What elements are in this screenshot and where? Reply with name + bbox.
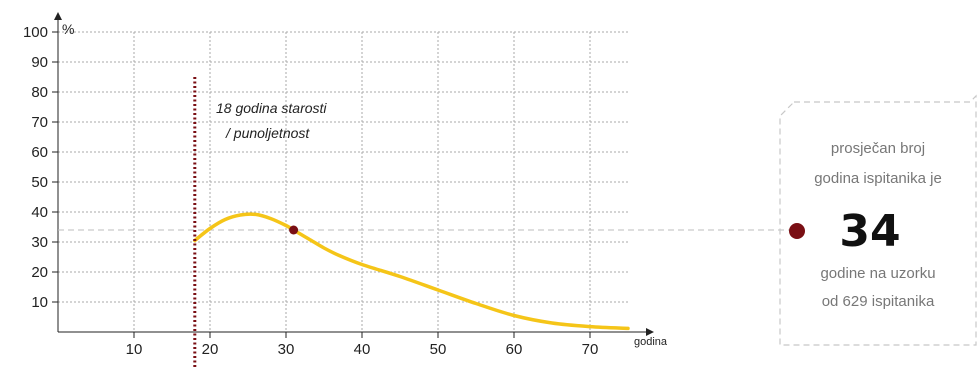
summary-value: 34 <box>839 206 900 257</box>
series-line <box>193 212 630 331</box>
y-axis-arrow <box>54 12 62 20</box>
reference-label-line1: 18 godina starosti <box>216 100 327 116</box>
y-tick-label: 40 <box>31 204 48 221</box>
x-tick-label: 60 <box>506 341 523 358</box>
y-tick-label: 70 <box>31 114 48 131</box>
summary-box: prosječan broj godina ispitanika je 34 g… <box>779 94 977 346</box>
summary-line4: od 629 ispitanika <box>822 293 935 310</box>
summary-line1: prosječan broj <box>831 140 925 157</box>
reference-label-line2: / punoljetnost <box>225 125 310 141</box>
x-tick-labels: 10 20 30 40 50 60 70 <box>126 332 599 358</box>
summary-marker-dot <box>789 223 805 239</box>
x-tick-label: 40 <box>354 341 371 358</box>
axes <box>54 12 654 336</box>
x-tick-label: 30 <box>278 341 295 358</box>
y-tick-label: 30 <box>31 234 48 251</box>
y-tick-label: 20 <box>31 264 48 281</box>
x-tick-label: 50 <box>430 341 447 358</box>
grid-lines <box>58 31 628 332</box>
y-tick-label: 60 <box>31 144 48 161</box>
summary-line2: godina ispitanika je <box>814 170 942 187</box>
summary-line3: godine na uzorku <box>820 265 935 282</box>
y-tick-label: 90 <box>31 54 48 71</box>
y-tick-labels: 10 20 30 40 50 60 70 80 90 100 <box>23 24 58 311</box>
y-axis-unit: % <box>62 21 74 37</box>
x-tick-label: 20 <box>202 341 219 358</box>
summary-box-border <box>779 94 977 346</box>
x-axis-unit: godina <box>634 336 668 348</box>
y-tick-label: 10 <box>31 294 48 311</box>
y-tick-label: 100 <box>23 24 48 41</box>
y-tick-label: 50 <box>31 174 48 191</box>
x-axis-arrow <box>646 328 654 336</box>
mean-age-point <box>289 225 299 235</box>
x-tick-label: 10 <box>126 341 143 358</box>
y-tick-label: 80 <box>31 84 48 101</box>
x-tick-label: 70 <box>582 341 599 358</box>
